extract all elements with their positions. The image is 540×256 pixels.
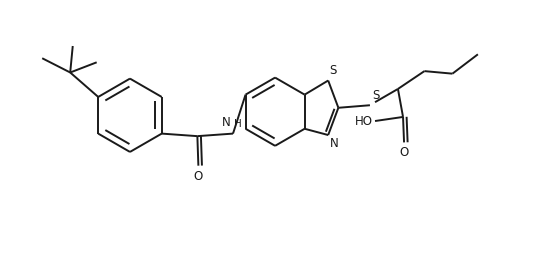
Text: N: N [330,137,339,150]
Text: HO: HO [355,114,373,127]
Text: O: O [194,170,203,183]
Text: S: S [330,65,337,78]
Text: O: O [400,146,409,159]
Text: N: N [222,115,231,129]
Text: S: S [372,89,379,102]
Text: H: H [234,119,242,129]
